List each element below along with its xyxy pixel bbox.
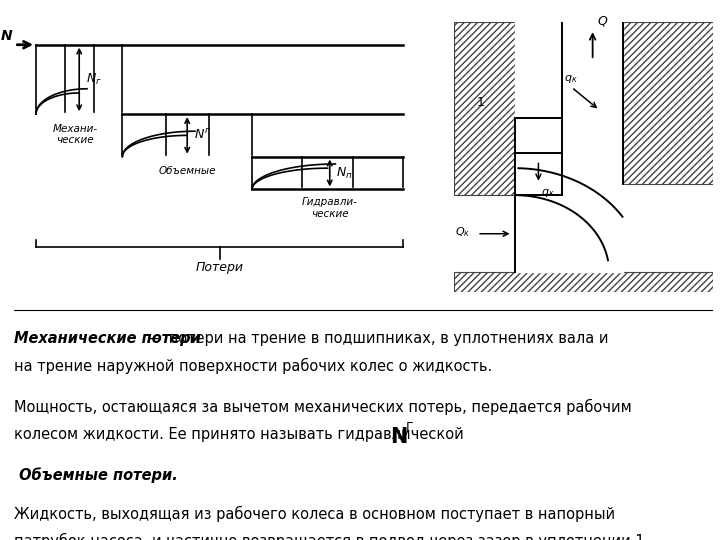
- Text: Объемные: Объемные: [158, 166, 216, 176]
- Text: Механи-
ческие: Механи- ческие: [53, 124, 97, 145]
- Text: патрубок насоса, и частично возвращается в подвод через зазор в уплотнении 1: патрубок насоса, и частично возвращается…: [14, 533, 645, 540]
- Text: Объемные потери.: Объемные потери.: [14, 468, 178, 483]
- Text: Потери: Потери: [196, 261, 243, 274]
- Text: Г: Г: [405, 421, 413, 434]
- Text: $q_к$: $q_к$: [541, 187, 554, 199]
- Text: на трение наружной поверхности рабочих колес о жидкость.: на трение наружной поверхности рабочих к…: [14, 358, 492, 374]
- Text: Механические потери: Механические потери: [14, 331, 202, 346]
- Text: Жидкость, выходящая из рабочего колеса в основном поступает в напорный: Жидкость, выходящая из рабочего колеса в…: [14, 506, 616, 522]
- Text: Q: Q: [598, 15, 607, 28]
- Text: Мощность, остающаяся за вычетом механических потерь, передается рабочим: Мощность, остающаяся за вычетом механиче…: [14, 399, 632, 415]
- Text: $N_п$: $N_п$: [336, 165, 353, 180]
- Bar: [624, 22, 713, 184]
- Text: --  потери на трение в подшипниках, в уплотнениях вала и: -- потери на трение в подшипниках, в упл…: [143, 331, 608, 346]
- Text: 1: 1: [477, 97, 485, 110]
- Text: $N_г$: $N_г$: [86, 72, 102, 87]
- Text: N: N: [1, 29, 12, 43]
- Text: N: N: [390, 427, 408, 447]
- Text: $N^г$: $N^г$: [194, 129, 210, 143]
- Bar: [454, 272, 713, 292]
- Text: колесом жидкости. Ее принято называть гидравлической: колесом жидкости. Ее принято называть ги…: [14, 427, 469, 442]
- Bar: [454, 22, 515, 195]
- Text: Гидравли-
ческие: Гидравли- ческие: [302, 197, 358, 219]
- Text: $Q_к$: $Q_к$: [455, 226, 470, 239]
- Text: $q_к$: $q_к$: [564, 73, 578, 85]
